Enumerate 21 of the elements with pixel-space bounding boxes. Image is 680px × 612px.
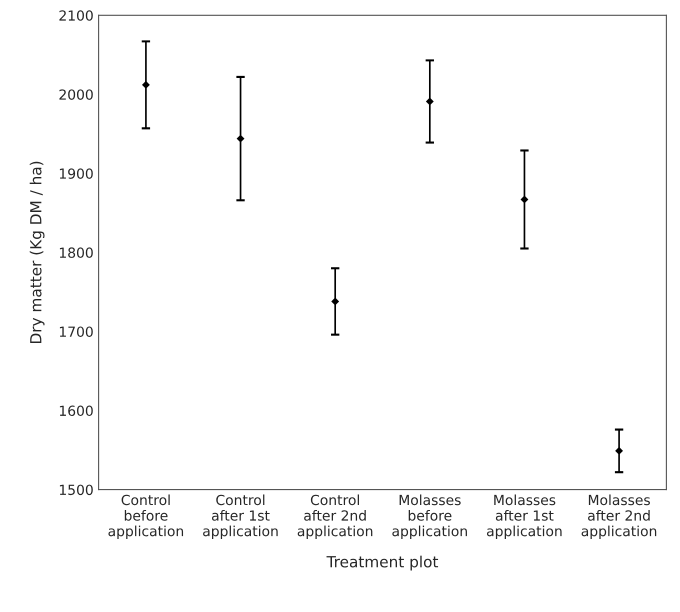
x-tick-label: Control after 1st application — [203, 494, 278, 540]
x-tick-label: Control before application — [108, 494, 184, 540]
y-tick-label: 1900 — [60, 168, 93, 179]
y-tick-label: 1500 — [60, 484, 93, 496]
point — [520, 196, 528, 204]
x-tick-label: Molasses after 1st application — [486, 494, 562, 540]
y-tick-label: 1700 — [60, 326, 93, 337]
x-tick-label: Control after 2nd application — [298, 494, 372, 540]
point — [332, 298, 339, 306]
x-tick-label: Molasses before application — [392, 494, 467, 540]
point — [236, 134, 244, 142]
point — [142, 81, 150, 89]
point — [426, 98, 434, 106]
x-tick-label: Molasses after 2nd application — [582, 494, 656, 540]
point — [615, 447, 623, 455]
y-tick-label: 1800 — [60, 247, 93, 258]
y-tick-label: 2100 — [59, 10, 93, 21]
y-axis-title: Dry matter (Kg DM / ha) — [30, 162, 45, 343]
x-axis-title: Treatment plot — [326, 556, 438, 570]
y-tick-label: 1600 — [60, 406, 93, 416]
y-tick-label: 2000 — [59, 89, 93, 100]
